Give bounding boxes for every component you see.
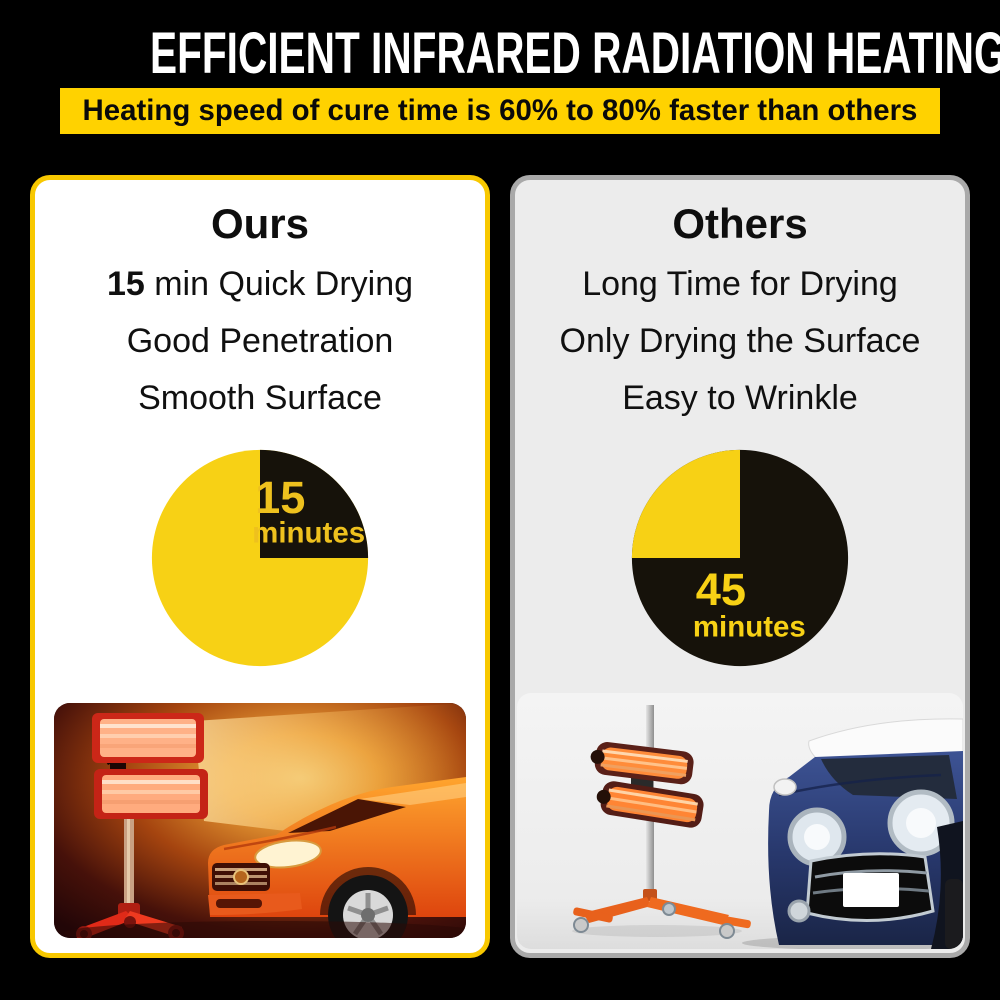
floor-shadow [64, 921, 466, 938]
others-pie-remainder-slice [631, 449, 740, 558]
license-plate [843, 873, 899, 907]
ours-feature-penetration: Good Penetration [126, 322, 394, 360]
ours-feature-quick-drying-text: min Quick Drying [154, 265, 414, 303]
ours-pie-value-label: 15 [255, 472, 305, 523]
others-feature-surface-only: Only Drying the Surface [559, 322, 921, 360]
others-infrared-lamp [572, 705, 751, 939]
ours-pie-chart: 15 minutes [151, 449, 369, 667]
ours-minutes-number: 15 [106, 265, 145, 303]
subtitle-banner: Heating speed of cure time is 60% to 80%… [60, 88, 940, 134]
panel-others: Others Long Time for Drying Only Drying … [510, 175, 970, 958]
others-pie-chart: 45 minutes [631, 449, 849, 667]
others-pie-unit-label: minutes [693, 611, 806, 644]
others-feature-list: Long Time for Drying Only Drying the Sur… [515, 256, 965, 427]
ours-feature-list: 15 min Quick Drying Good Penetration Smo… [35, 256, 485, 427]
ours-feature-surface: Smooth Surface [138, 379, 382, 417]
others-product-photo [517, 693, 963, 949]
subtitle-banner-text: Heating speed of cure time is 60% to 80%… [82, 94, 918, 127]
ours-orange-car [208, 777, 466, 938]
others-pie-wrap: 45 minutes [515, 445, 965, 671]
others-feature-wrinkle: Easy to Wrinkle [622, 379, 858, 417]
ours-pie-unit-label: minutes [252, 516, 365, 549]
page-title: EFFICIENT INFRARED RADIATION HEATING [150, 21, 1000, 86]
ours-pie-wrap: 15 minutes [35, 445, 485, 671]
others-pie-value-label: 45 [696, 564, 746, 615]
ours-infrared-lamp [76, 713, 208, 938]
ours-pie-time-slice [260, 449, 369, 558]
ours-feature-quick-drying: 15 min Quick Drying [35, 256, 485, 313]
panel-ours: Ours 15 min Quick Drying Good Penetratio… [30, 175, 490, 958]
ours-heading: Ours [210, 200, 310, 247]
others-heading: Others [672, 200, 808, 247]
others-blue-car [742, 718, 963, 949]
ours-product-photo [54, 703, 466, 938]
others-feature-long-time: Long Time for Drying [582, 265, 898, 303]
